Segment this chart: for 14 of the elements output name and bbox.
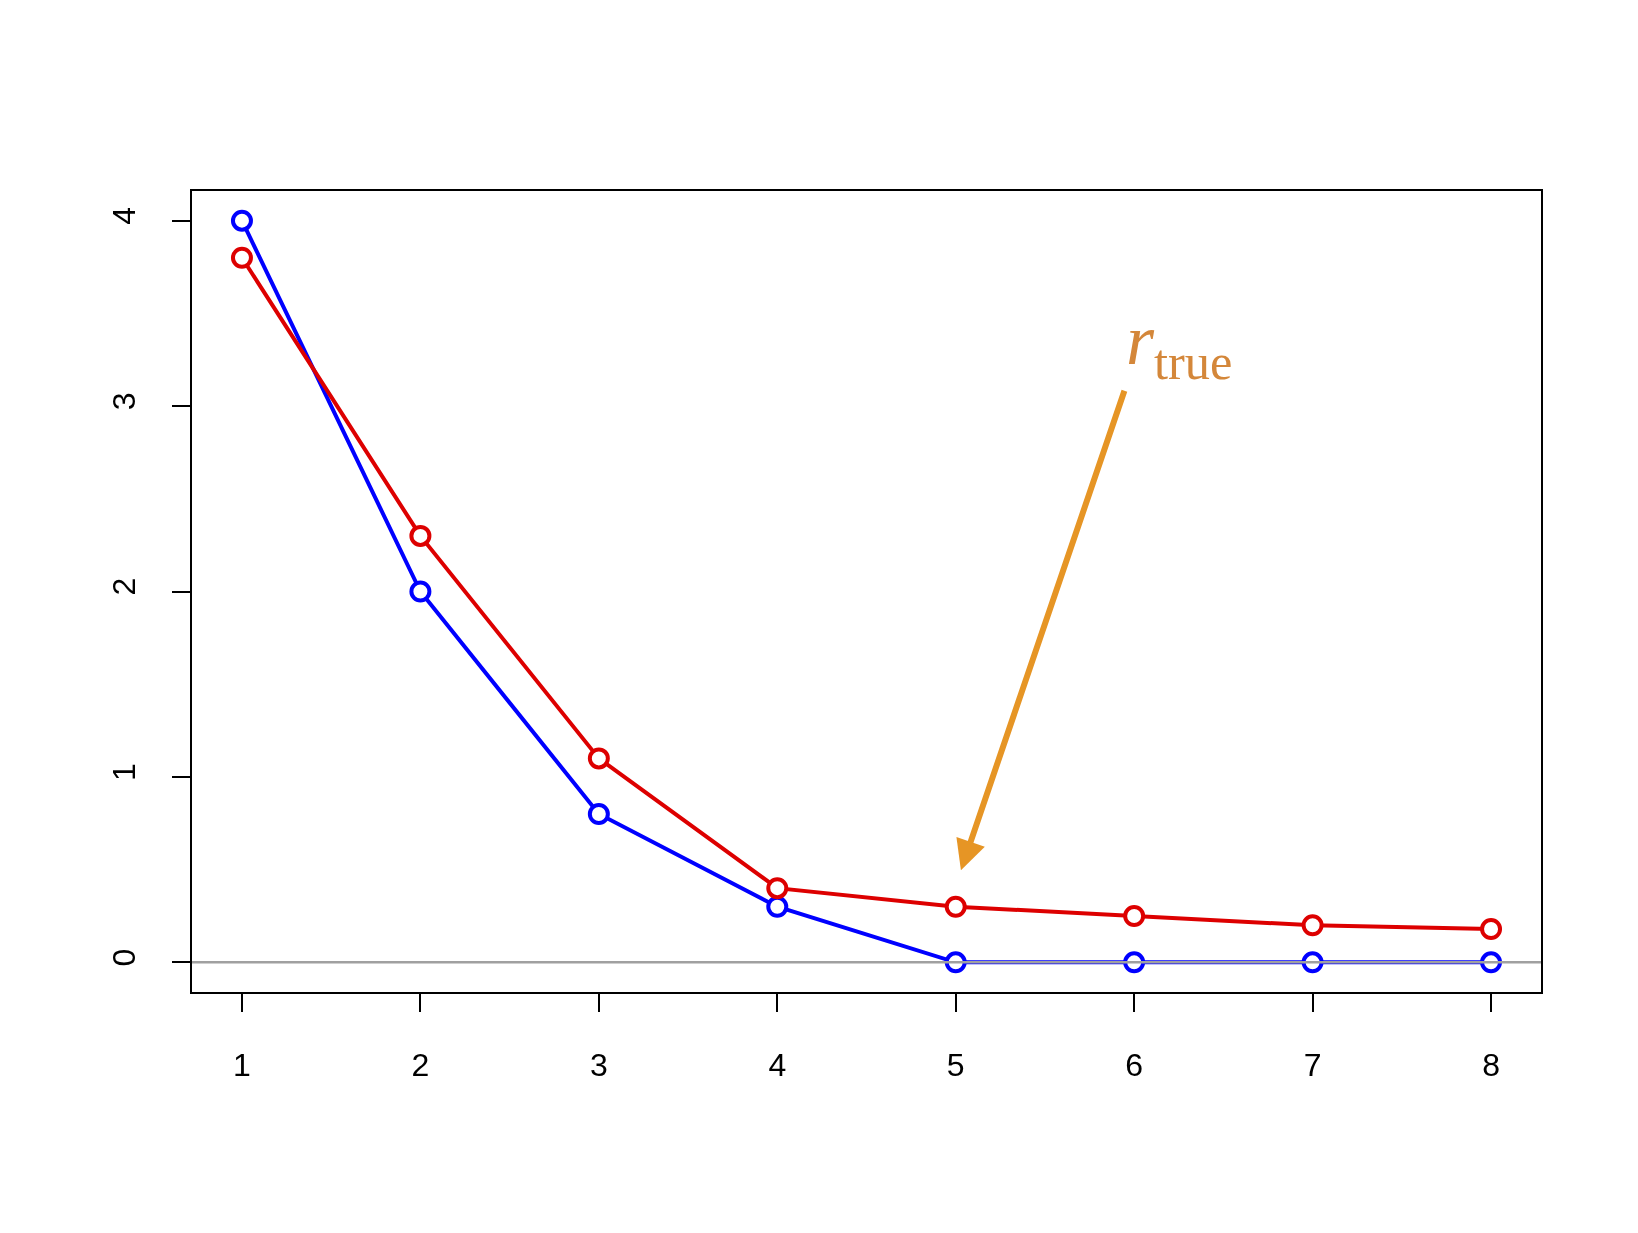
annotation: r$_{true}$ <box>1126 300 1233 391</box>
x-tick-label: 7 <box>1303 1047 1322 1084</box>
x-tick-label: 6 <box>1125 1047 1144 1084</box>
y-tick-label: 3 <box>106 392 143 411</box>
y-tick-label: 1 <box>106 763 143 782</box>
x-tick-label: 8 <box>1482 1047 1500 1084</box>
x-tick-label: 3 <box>589 1047 608 1084</box>
x-tick-label: 2 <box>411 1047 430 1084</box>
x-tick-label: 1 <box>233 1047 251 1084</box>
x-tick-label: 4 <box>768 1047 787 1084</box>
y-tick-label: 4 <box>106 206 143 225</box>
y-tick-label: 0 <box>106 948 143 967</box>
y-tick-label: 2 <box>106 577 143 596</box>
x-tick-label: 5 <box>946 1047 965 1084</box>
